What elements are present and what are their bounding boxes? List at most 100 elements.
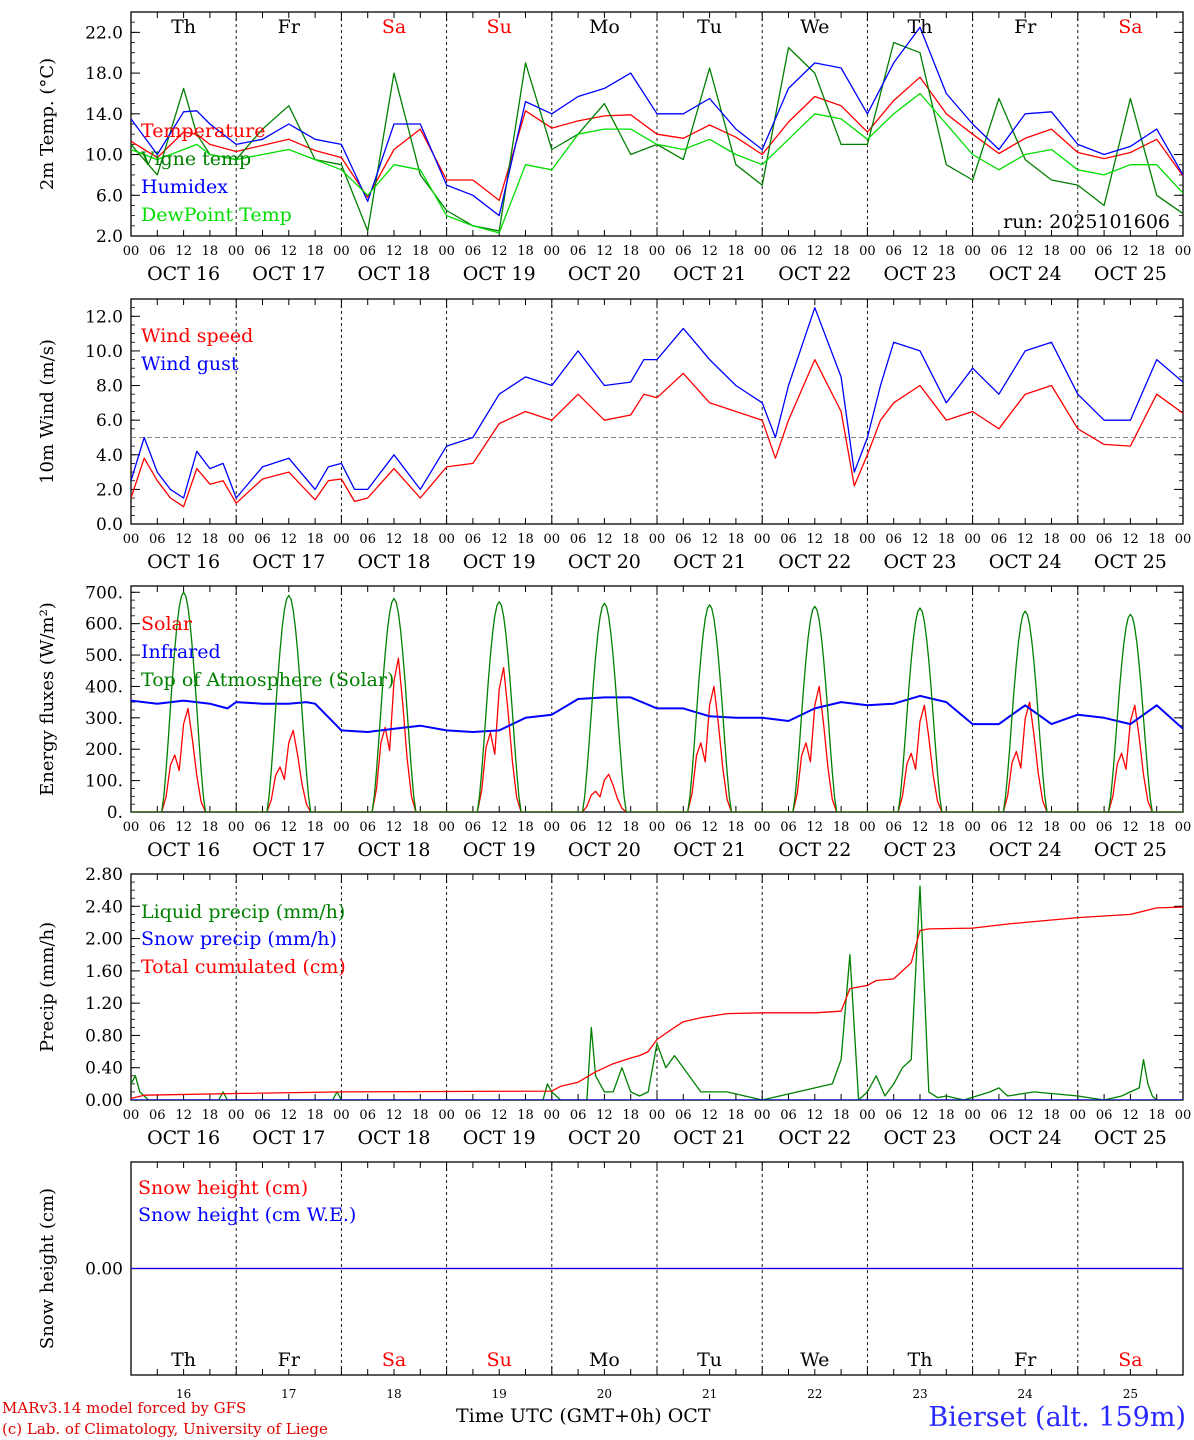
hour-label: 12	[807, 820, 824, 835]
panel-energy: 0. 100. 200. 300. 400. 500. 600. 700. Energy flu…	[37, 583, 1191, 861]
hour-label: 06	[991, 244, 1008, 259]
hour-label: 12	[281, 820, 298, 835]
series-group	[131, 26, 1183, 234]
hour-label: 18	[412, 244, 429, 259]
legend-entry: Top of Atmosphere (Solar)	[141, 669, 394, 691]
series-line-liquid-precip-mm-h-	[131, 885, 1183, 1100]
panel-temp: 2.0 6.0 10.0 14.0 18.0 22.0 2m Temp. (°C) Tempe…	[37, 11, 1191, 285]
hour-label: 06	[675, 244, 692, 259]
day-number: 20	[597, 1387, 612, 1401]
hour-label: 12	[1017, 1108, 1034, 1123]
hour-label: 06	[991, 820, 1008, 835]
hour-label: 18	[202, 244, 219, 259]
y-tick-label: 200.	[85, 740, 123, 760]
date-label: OCT 16	[147, 551, 220, 573]
hour-label: 00	[754, 532, 771, 547]
y-tick-label: 0.00	[85, 1091, 123, 1111]
y-tick-label: 2.0	[96, 227, 123, 247]
day-name: Th	[908, 1349, 933, 1371]
hour-label: 18	[517, 244, 534, 259]
y-tick-label: 400.	[85, 677, 123, 697]
series-line-temperature	[131, 76, 1183, 202]
y-axis-title: 10m Wind (m/s)	[37, 339, 58, 484]
day-name: Th	[171, 1349, 196, 1371]
series-group	[131, 307, 1183, 508]
y-tick-label: 22.0	[85, 23, 123, 43]
hour-label: 00	[228, 1108, 245, 1123]
legend-entry: Snow height (cm W.E.)	[138, 1204, 356, 1226]
hour-label: 00	[1070, 532, 1087, 547]
hour-label: 18	[202, 532, 219, 547]
hour-label: 00	[228, 532, 245, 547]
hour-label: 06	[254, 244, 271, 259]
hour-label: 18	[412, 532, 429, 547]
y-tick-label: 2.0	[96, 480, 123, 500]
day-name: Su	[487, 16, 512, 38]
hour-label: 18	[833, 244, 850, 259]
hour-label: 00	[544, 532, 561, 547]
hour-label: 06	[359, 244, 376, 259]
hour-label: 18	[1043, 820, 1060, 835]
hour-label: 06	[675, 532, 692, 547]
hour-label: 00	[964, 1108, 981, 1123]
hour-label: 00	[964, 244, 981, 259]
hour-label: 12	[386, 532, 403, 547]
y-tick-label: 12.0	[85, 307, 123, 327]
hour-label: 18	[938, 1108, 955, 1123]
hour-label: 18	[307, 532, 324, 547]
hour-label: 12	[912, 244, 929, 259]
day-name: Sa	[382, 1349, 406, 1371]
legend-entry: DewPoint Temp	[141, 204, 292, 226]
hour-label: 18	[517, 1108, 534, 1123]
hour-label: 06	[149, 532, 166, 547]
hour-label: 12	[386, 820, 403, 835]
hour-label: 06	[1096, 244, 1113, 259]
hour-label: 12	[281, 1108, 298, 1123]
date-label: OCT 17	[252, 839, 325, 861]
hour-label: 00	[544, 244, 561, 259]
hour-label: 12	[912, 532, 929, 547]
hour-label: 00	[333, 1108, 350, 1123]
hour-label: 12	[596, 820, 613, 835]
day-name: We	[800, 16, 829, 38]
hour-label: 12	[491, 1108, 508, 1123]
day-number: 16	[176, 1387, 191, 1401]
date-label: OCT 17	[252, 1127, 325, 1149]
hour-label: 00	[964, 820, 981, 835]
hour-label: 00	[438, 1108, 455, 1123]
day-number: 24	[1018, 1387, 1034, 1401]
hour-label: 18	[833, 820, 850, 835]
hour-label: 06	[1096, 820, 1113, 835]
hour-label: 18	[1148, 820, 1165, 835]
hour-label: 18	[1043, 1108, 1060, 1123]
day-name: Sa	[1118, 1349, 1142, 1371]
hour-label: 06	[1096, 532, 1113, 547]
panel-wind: 0.0 2.0 4.0 6.0 8.0 10.0 12.0 10m Wind (m/s) Win…	[37, 298, 1191, 573]
hour-label: 00	[123, 532, 140, 547]
hour-label: 12	[807, 532, 824, 547]
series-line-top-of-atmosphere-solar-	[131, 591, 1183, 812]
hour-label: 18	[517, 820, 534, 835]
hour-label: 00	[544, 1108, 561, 1123]
hour-label: 12	[386, 244, 403, 259]
hour-label: 06	[149, 820, 166, 835]
hour-label: 18	[1043, 244, 1060, 259]
hour-label: 12	[596, 1108, 613, 1123]
hour-label: 00	[228, 244, 245, 259]
hour-label: 18	[202, 820, 219, 835]
y-tick-label: 10.0	[85, 342, 123, 362]
plot-frame	[130, 298, 1184, 525]
legend-entry: Solar	[141, 613, 193, 635]
panel-precip: 0.00 0.40 0.80 1.20 1.60 2.00 2.40 2.80 Precip (…	[37, 865, 1191, 1149]
date-label: OCT 24	[989, 551, 1062, 573]
hour-label: 18	[728, 1108, 745, 1123]
legend-entry: Liquid precip (mm/h)	[141, 901, 345, 923]
date-label: OCT 20	[568, 1127, 641, 1149]
hour-label: 06	[885, 244, 902, 259]
legend-entry: Infrared	[141, 641, 221, 663]
hour-label: 18	[938, 244, 955, 259]
legend-entry: Vigne temp	[140, 148, 251, 170]
day-name: Mo	[589, 16, 620, 38]
hour-label: 06	[465, 532, 482, 547]
series-line-infrared	[131, 694, 1183, 733]
